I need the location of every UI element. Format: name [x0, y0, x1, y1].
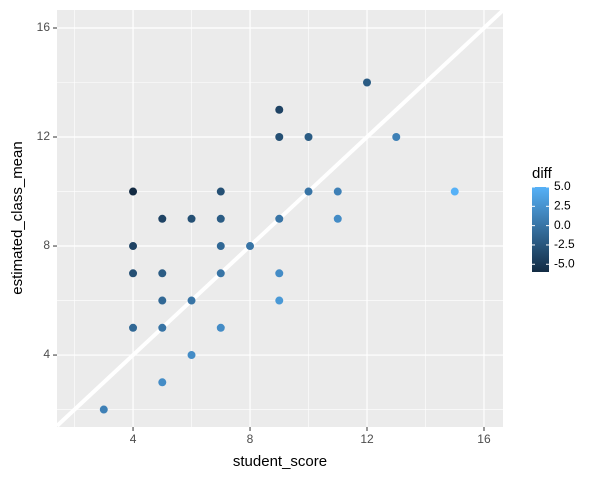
point [275, 214, 284, 223]
point [275, 105, 284, 114]
point [304, 187, 313, 196]
point [392, 133, 401, 142]
point [187, 296, 196, 305]
point [216, 187, 225, 196]
point [158, 296, 167, 305]
point [129, 269, 138, 278]
legend-label: 0.0 [554, 218, 571, 232]
point [158, 269, 167, 278]
point [333, 187, 342, 196]
point [216, 242, 225, 251]
point [363, 78, 372, 87]
colorbar [532, 187, 549, 272]
point [216, 269, 225, 278]
point [333, 214, 342, 223]
point [129, 242, 138, 251]
y-tick-label: 16 [37, 20, 51, 34]
legend-label: -2.5 [554, 237, 575, 251]
point [129, 323, 138, 332]
point [450, 187, 459, 196]
legend-title: diff [532, 165, 553, 182]
point [216, 214, 225, 223]
point [275, 133, 284, 142]
x-axis-title: student_score [233, 453, 327, 470]
y-tick-label: 8 [43, 238, 50, 252]
point [158, 214, 167, 223]
x-tick-label: 8 [247, 432, 254, 446]
legend-label: 5.0 [554, 179, 571, 193]
point [216, 323, 225, 332]
x-tick-label: 16 [477, 432, 491, 446]
y-tick-label: 4 [43, 347, 50, 361]
point [158, 378, 167, 387]
point [187, 351, 196, 360]
point [275, 269, 284, 278]
x-tick-label: 4 [130, 432, 137, 446]
y-tick-label: 12 [37, 129, 51, 143]
point [187, 214, 196, 223]
point [275, 296, 284, 305]
legend-label: 2.5 [554, 198, 571, 212]
point [304, 133, 313, 142]
point [246, 242, 255, 251]
point [129, 187, 138, 196]
x-tick-label: 12 [360, 432, 374, 446]
y-axis-title: estimated_class_mean [9, 141, 26, 294]
point [158, 323, 167, 332]
legend-label: -5.0 [554, 256, 575, 270]
point [99, 405, 108, 414]
